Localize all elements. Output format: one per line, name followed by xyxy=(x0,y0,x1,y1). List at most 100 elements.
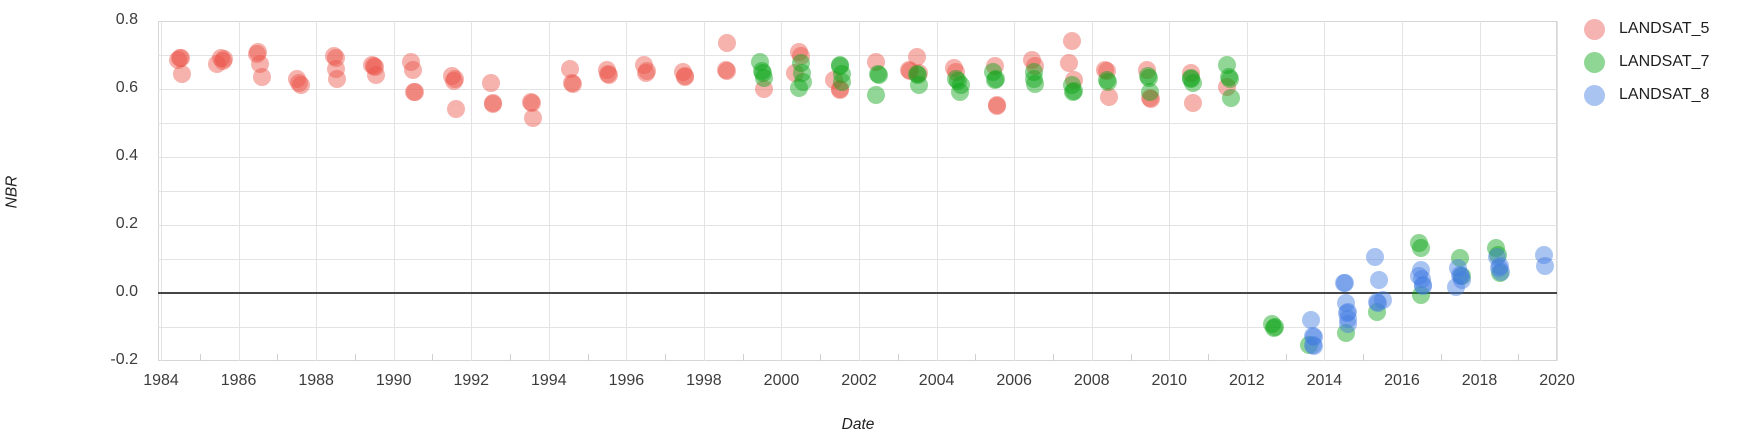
data-point-landsat_5[interactable] xyxy=(985,56,1004,75)
data-point-landsat_8[interactable] xyxy=(1413,275,1432,294)
data-point-landsat_7[interactable] xyxy=(789,78,808,97)
data-point-landsat_7[interactable] xyxy=(830,55,849,74)
data-point-landsat_5[interactable] xyxy=(988,97,1007,115)
data-point-landsat_5[interactable] xyxy=(252,68,271,87)
data-point-landsat_5[interactable] xyxy=(290,74,309,93)
data-point-landsat_8[interactable] xyxy=(1491,262,1510,281)
data-point-landsat_5[interactable] xyxy=(172,49,191,68)
data-point-landsat_8[interactable] xyxy=(1303,335,1322,354)
data-point-landsat_7[interactable] xyxy=(950,83,969,102)
data-point-landsat_5[interactable] xyxy=(484,95,503,114)
data-point-landsat_5[interactable] xyxy=(402,52,421,71)
data-point-landsat_7[interactable] xyxy=(1488,245,1507,264)
data-point-landsat_7[interactable] xyxy=(1140,83,1159,102)
data-point-landsat_5[interactable] xyxy=(406,83,424,102)
data-point-landsat_7[interactable] xyxy=(1453,267,1472,285)
data-point-landsat_7[interactable] xyxy=(1181,69,1200,88)
data-point-landsat_5[interactable] xyxy=(365,56,384,75)
data-point-landsat_8[interactable] xyxy=(1368,293,1387,312)
data-point-landsat_8[interactable] xyxy=(1334,274,1353,293)
data-point-landsat_5[interactable] xyxy=(636,63,655,82)
data-point-landsat_5[interactable] xyxy=(1183,94,1202,113)
data-point-landsat_5[interactable] xyxy=(169,51,188,70)
data-point-landsat_7[interactable] xyxy=(753,62,772,81)
data-point-landsat_8[interactable] xyxy=(1337,304,1356,323)
data-point-landsat_5[interactable] xyxy=(481,74,500,93)
data-point-landsat_8[interactable] xyxy=(1489,258,1508,277)
data-point-landsat_5[interactable] xyxy=(248,44,267,63)
data-point-landsat_5[interactable] xyxy=(910,63,929,82)
data-point-landsat_5[interactable] xyxy=(791,47,810,66)
data-point-landsat_5[interactable] xyxy=(208,54,227,73)
data-point-landsat_8[interactable] xyxy=(1304,328,1323,347)
data-point-landsat_7[interactable] xyxy=(1221,69,1240,88)
data-point-landsat_7[interactable] xyxy=(1412,285,1431,304)
data-point-landsat_5[interactable] xyxy=(367,65,386,84)
data-point-landsat_5[interactable] xyxy=(563,73,582,92)
data-point-landsat_7[interactable] xyxy=(753,63,772,82)
data-point-landsat_5[interactable] xyxy=(1137,61,1156,80)
data-point-landsat_5[interactable] xyxy=(483,94,502,113)
data-point-landsat_7[interactable] xyxy=(948,71,967,90)
data-point-landsat_7[interactable] xyxy=(986,69,1005,88)
data-point-landsat_8[interactable] xyxy=(1339,314,1358,333)
data-point-landsat_5[interactable] xyxy=(908,47,927,66)
data-point-landsat_7[interactable] xyxy=(908,64,927,83)
data-point-landsat_5[interactable] xyxy=(1141,89,1160,108)
data-point-landsat_7[interactable] xyxy=(1265,318,1284,336)
data-point-landsat_5[interactable] xyxy=(946,63,965,81)
data-point-landsat_8[interactable] xyxy=(1338,302,1357,321)
data-point-landsat_7[interactable] xyxy=(1063,75,1082,94)
data-point-landsat_5[interactable] xyxy=(363,55,382,74)
data-point-landsat_5[interactable] xyxy=(755,80,774,98)
data-point-landsat_5[interactable] xyxy=(287,69,306,88)
data-point-landsat_7[interactable] xyxy=(832,64,851,83)
data-point-landsat_7[interactable] xyxy=(1222,88,1241,107)
data-point-landsat_5[interactable] xyxy=(718,34,737,53)
data-point-landsat_8[interactable] xyxy=(1451,267,1470,285)
data-point-landsat_7[interactable] xyxy=(946,70,965,89)
data-point-landsat_7[interactable] xyxy=(1451,248,1470,267)
data-point-landsat_5[interactable] xyxy=(599,64,618,83)
data-point-landsat_8[interactable] xyxy=(1449,258,1468,277)
data-point-landsat_5[interactable] xyxy=(561,59,580,78)
data-point-landsat_7[interactable] xyxy=(793,73,812,92)
data-point-landsat_7[interactable] xyxy=(1263,314,1282,333)
data-point-landsat_5[interactable] xyxy=(524,108,543,127)
data-point-landsat_5[interactable] xyxy=(1098,62,1117,81)
data-point-landsat_8[interactable] xyxy=(1338,309,1357,328)
data-point-landsat_5[interactable] xyxy=(522,92,541,111)
data-point-landsat_5[interactable] xyxy=(1063,32,1082,51)
data-point-landsat_5[interactable] xyxy=(634,56,653,75)
data-point-landsat_7[interactable] xyxy=(1410,233,1429,252)
data-point-landsat_5[interactable] xyxy=(444,71,463,90)
data-point-landsat_8[interactable] xyxy=(1335,273,1354,292)
data-point-landsat_7[interactable] xyxy=(869,65,888,84)
data-point-landsat_5[interactable] xyxy=(442,67,461,86)
data-point-landsat_5[interactable] xyxy=(445,69,464,88)
data-point-landsat_5[interactable] xyxy=(673,63,692,81)
data-point-landsat_5[interactable] xyxy=(717,61,736,80)
data-point-landsat_7[interactable] xyxy=(908,65,927,84)
data-point-landsat_8[interactable] xyxy=(1451,265,1470,284)
data-point-landsat_8[interactable] xyxy=(1536,257,1555,276)
data-point-landsat_7[interactable] xyxy=(1139,68,1158,87)
data-point-landsat_8[interactable] xyxy=(1367,292,1386,311)
data-point-landsat_7[interactable] xyxy=(1490,263,1509,282)
data-point-landsat_7[interactable] xyxy=(1098,70,1117,89)
data-point-landsat_5[interactable] xyxy=(789,42,808,61)
data-point-landsat_5[interactable] xyxy=(676,68,695,87)
data-point-landsat_7[interactable] xyxy=(870,66,889,85)
data-point-landsat_5[interactable] xyxy=(328,69,347,88)
data-point-landsat_7[interactable] xyxy=(1025,70,1044,89)
data-point-landsat_8[interactable] xyxy=(1304,336,1323,355)
data-point-landsat_7[interactable] xyxy=(1218,55,1237,74)
data-point-landsat_5[interactable] xyxy=(404,61,423,80)
data-point-landsat_8[interactable] xyxy=(1303,326,1322,345)
data-point-landsat_5[interactable] xyxy=(404,82,423,101)
data-point-landsat_7[interactable] xyxy=(1486,238,1505,257)
data-point-landsat_5[interactable] xyxy=(675,67,694,86)
data-point-landsat_7[interactable] xyxy=(910,75,929,94)
data-point-landsat_5[interactable] xyxy=(214,50,233,69)
data-point-landsat_5[interactable] xyxy=(1060,54,1079,73)
